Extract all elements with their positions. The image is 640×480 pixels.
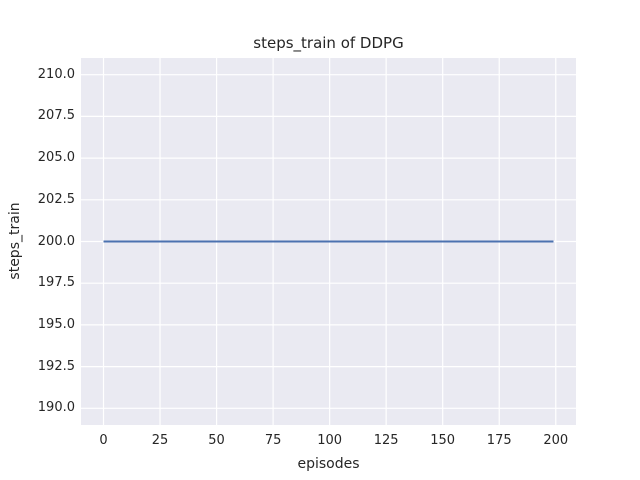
plot-area <box>81 58 576 425</box>
x-tick-label: 50 <box>208 433 225 448</box>
x-axis-label: episodes <box>297 456 360 472</box>
x-tick-label: 200 <box>543 433 569 448</box>
x-tick-label: 25 <box>151 433 169 448</box>
y-tick-label: 192.5 <box>37 358 75 374</box>
x-tick-label: 100 <box>317 433 343 448</box>
y-tick-label: 195.0 <box>37 316 75 332</box>
x-tick-label: 125 <box>373 433 399 448</box>
y-tick-label: 200.0 <box>37 233 75 249</box>
y-tick-label: 205.0 <box>37 150 75 166</box>
y-tick-label: 210.0 <box>37 66 75 82</box>
plot-canvas <box>81 58 576 425</box>
y-tick-label: 190.0 <box>37 400 75 416</box>
x-tick-label: 175 <box>486 433 512 448</box>
x-tick-label: 75 <box>264 433 282 448</box>
y-axis-label: steps_train <box>7 202 23 280</box>
y-tick-label: 207.5 <box>37 108 75 124</box>
chart-title: steps_train of DDPG <box>253 34 404 52</box>
y-tick-label: 197.5 <box>37 275 75 291</box>
y-tick-label: 202.5 <box>37 191 75 207</box>
x-tick-label: 0 <box>99 433 108 448</box>
x-tick-label: 150 <box>430 433 456 448</box>
